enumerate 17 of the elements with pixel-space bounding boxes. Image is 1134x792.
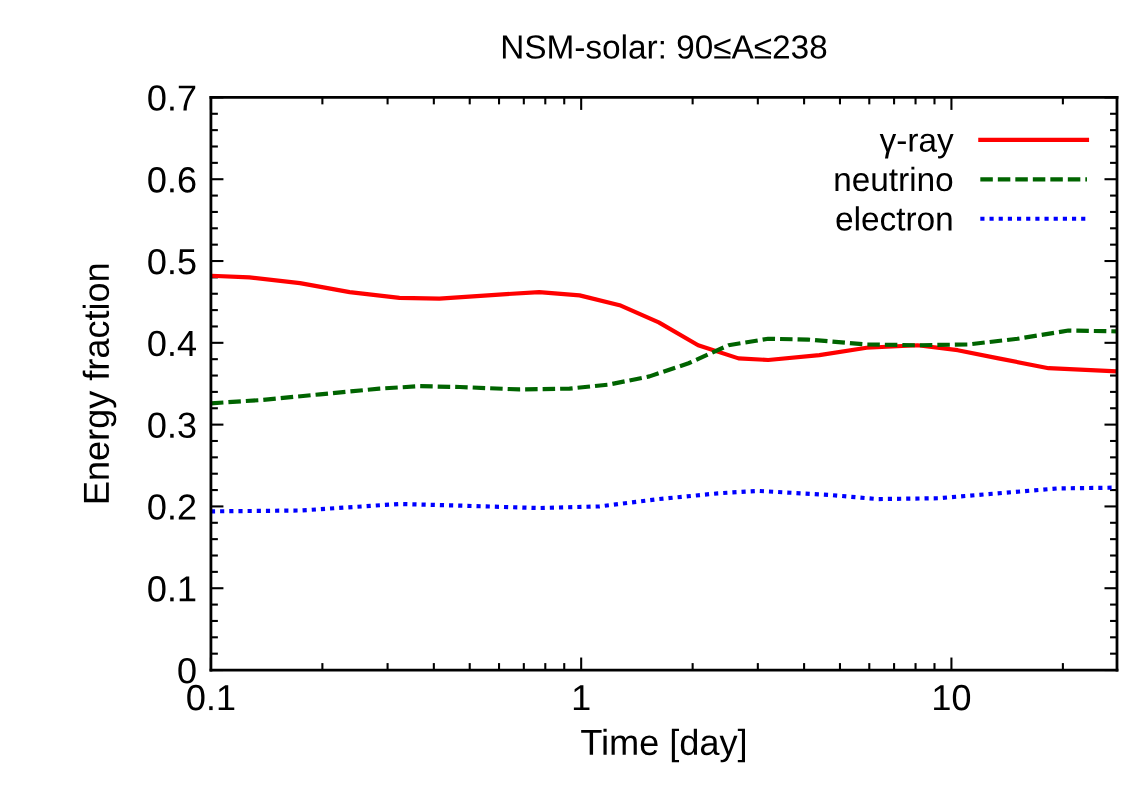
y-tick-label: 0.4 <box>148 330 196 357</box>
y-tick-label: 0.5 <box>148 248 196 275</box>
y-tick-label: 0 <box>178 657 196 684</box>
y-tick-label: 0.3 <box>148 412 196 439</box>
y-tick-label: 0.7 <box>148 85 196 111</box>
x-tick-label: 1 <box>573 685 590 711</box>
chart-title: NSM-solar: 90≤A≤238 <box>502 34 827 59</box>
legend-label: neutrino <box>835 166 953 192</box>
y-tick-label: 0.2 <box>148 494 196 520</box>
x-tick-label: 10 <box>934 684 971 711</box>
x-axis-title: Time [day] <box>581 728 745 763</box>
y-tick-label: 0.6 <box>148 167 196 193</box>
y-tick-label: 0.1 <box>148 576 196 602</box>
legend-label: γ-ray <box>879 133 954 159</box>
y-axis-title: Energy fraction <box>82 264 117 503</box>
legend-label: electron <box>836 206 952 231</box>
x-tick-label: 0.1 <box>187 684 235 711</box>
